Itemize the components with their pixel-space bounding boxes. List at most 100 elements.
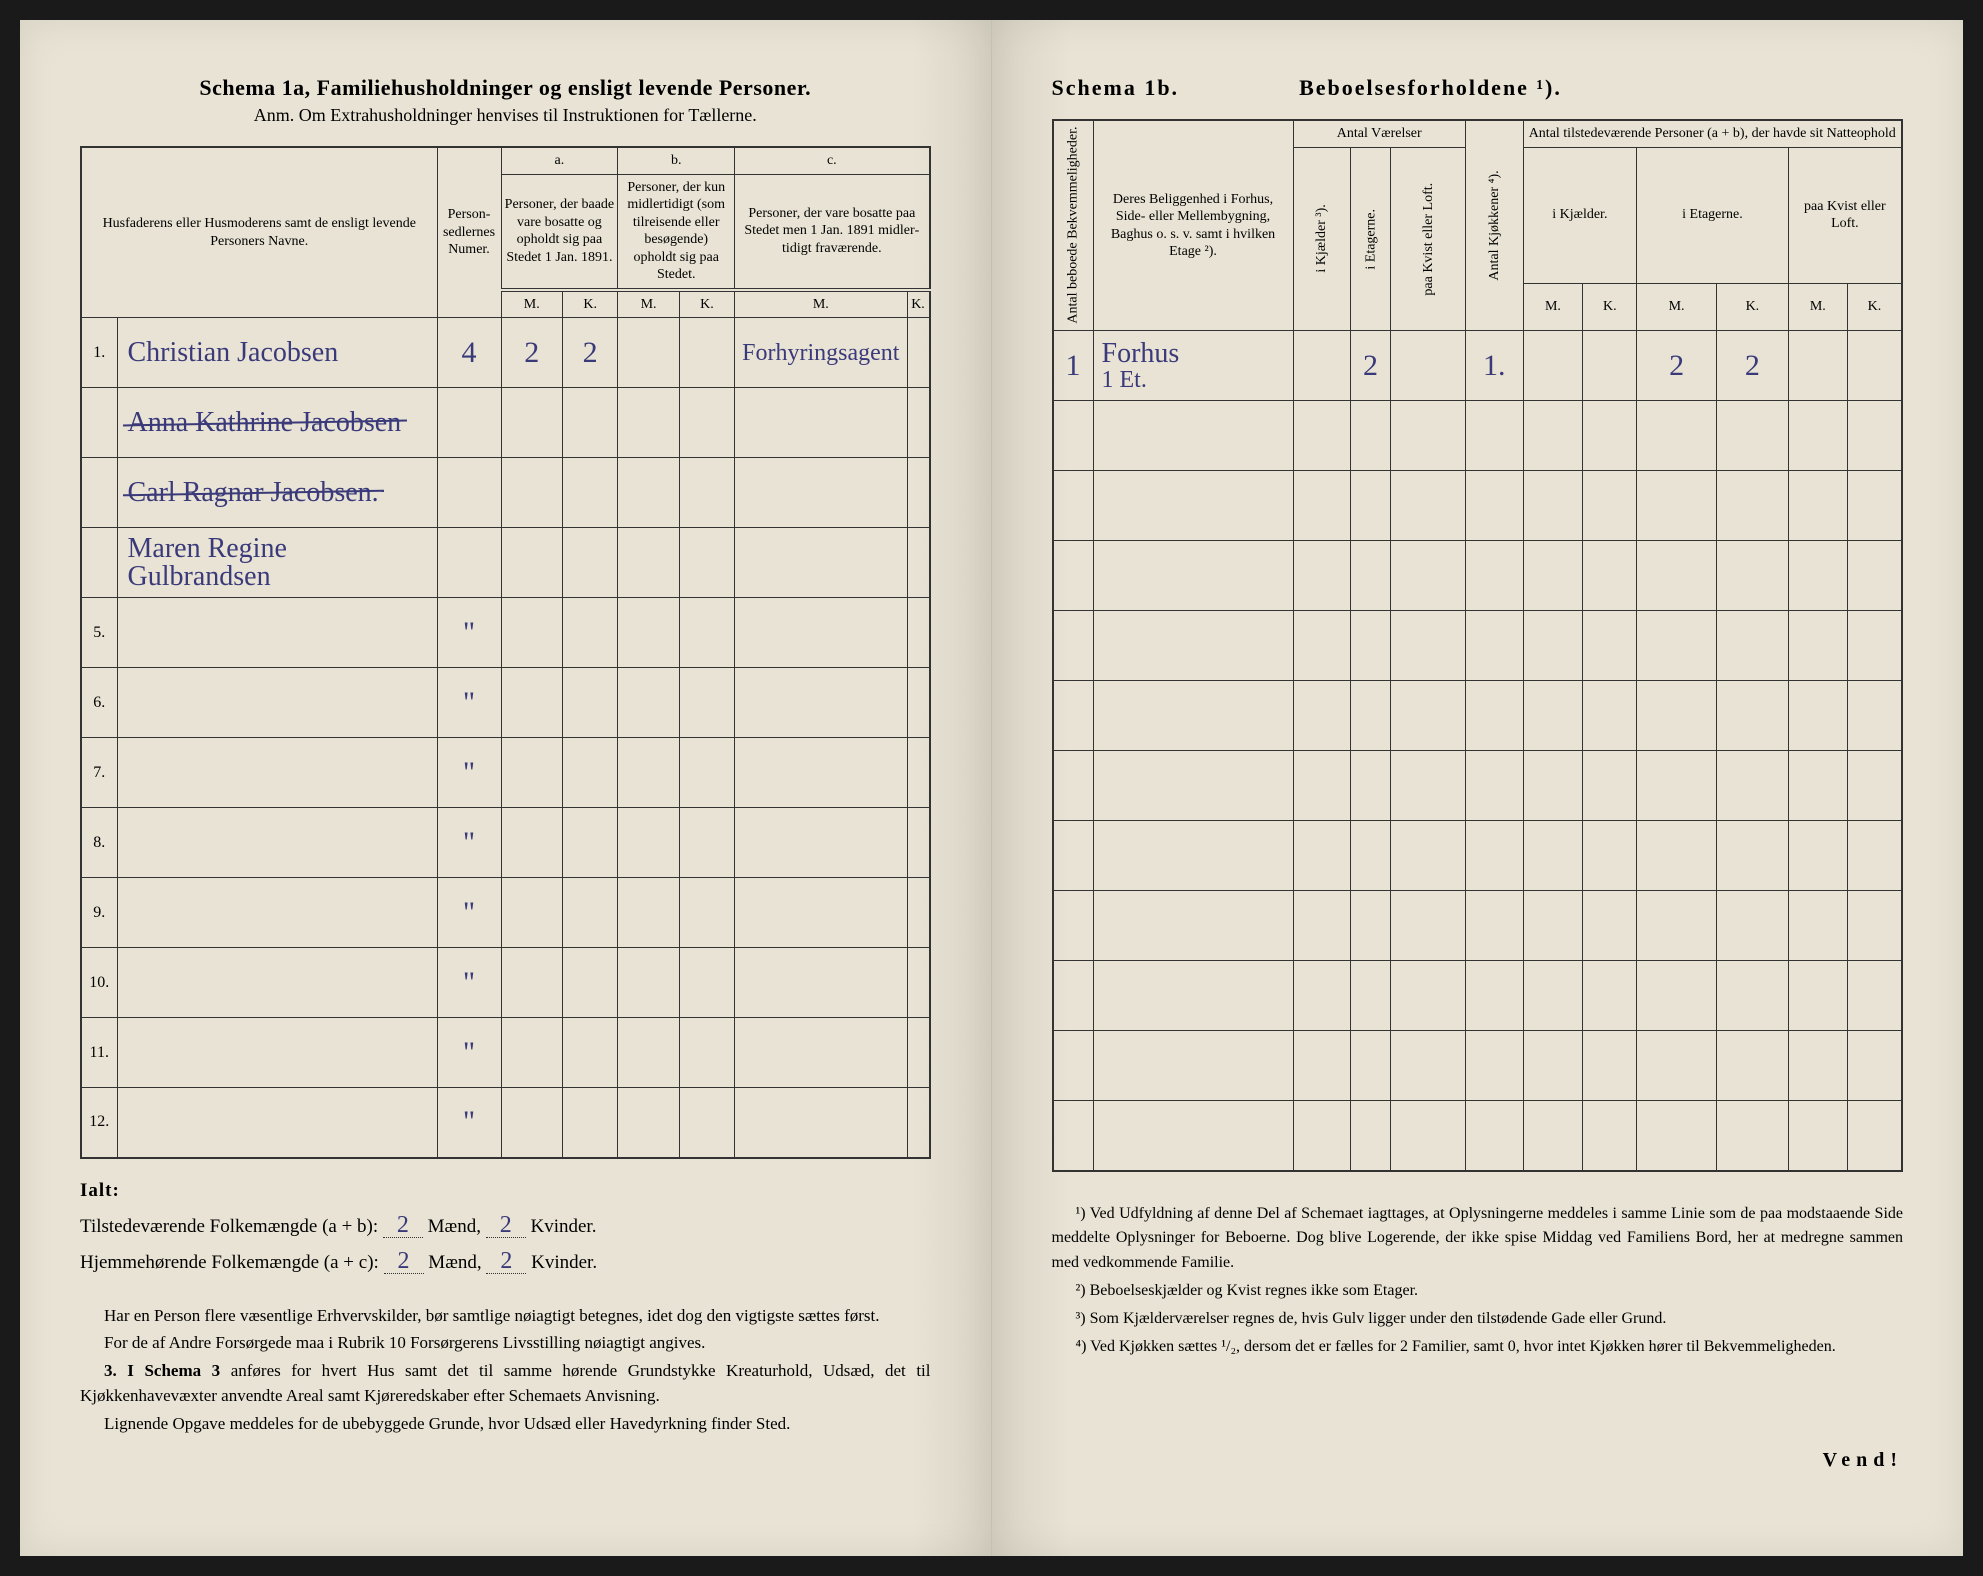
schema-1b-table: Antal beboede Bekvemmeligheder. Deres Be…	[1052, 119, 1904, 1172]
cell-bekv	[1053, 961, 1094, 1031]
table-row	[1053, 681, 1903, 751]
total-hjemme-line: Hjemmehørende Folkemængde (a + c): 2 Mæn…	[80, 1245, 931, 1281]
col-tilstede-personer: Antal tilstedeværende Personer (a + b), …	[1523, 120, 1902, 147]
cell-vaer-et	[1351, 1101, 1391, 1171]
cell-natt-kv-m	[1788, 1101, 1847, 1171]
cell-c-m	[735, 458, 907, 528]
cell-natt-kv-m	[1788, 401, 1847, 471]
personsedler-num: "	[437, 738, 501, 808]
person-name	[117, 808, 437, 878]
schema-1b-label: Schema 1b.	[1052, 75, 1180, 101]
table-row	[1053, 751, 1903, 821]
cell-vaer-et	[1351, 1031, 1391, 1101]
schema-1a-table: Husfaderens eller Husmode­rens samt de e…	[80, 146, 931, 1159]
cell-b-m	[618, 738, 680, 808]
table-row	[1053, 821, 1903, 891]
cell-b-k	[679, 948, 734, 1018]
table-row	[1053, 471, 1903, 541]
table-row	[1053, 611, 1903, 681]
schema-1a-subtitle: Anm. Om Extrahusholdninger henvises til …	[80, 105, 931, 126]
cell-b-k	[679, 738, 734, 808]
cell-c-k	[907, 808, 929, 878]
cell-vaer-kv	[1391, 681, 1466, 751]
cell-c-m	[735, 948, 907, 1018]
cell-natt-kj-m	[1523, 611, 1583, 681]
person-name: Maren Regine Gulbrandsen	[117, 528, 437, 598]
personsedler-num: "	[437, 948, 501, 1018]
cell-natt-kj-m	[1523, 1031, 1583, 1101]
cell-natt-et-k	[1717, 471, 1789, 541]
cell-natt-et-m	[1637, 961, 1717, 1031]
total-tilstede-line: Tilstedeværende Folkemængde (a + b): 2 M…	[80, 1209, 931, 1245]
row-number: 6.	[81, 668, 117, 738]
row-number: 1.	[81, 318, 117, 388]
cell-natt-et-k	[1717, 891, 1789, 961]
cell-b-k	[679, 1088, 734, 1158]
cell-b-k	[679, 668, 734, 738]
cell-natt-kj-m	[1523, 961, 1583, 1031]
cell-a-m: 2	[501, 318, 563, 388]
col-names: Husfaderens eller Husmode­rens samt de e…	[81, 147, 437, 318]
cell-natt-kv-m	[1788, 471, 1847, 541]
cell-a-k	[563, 948, 618, 1018]
cell-a-m	[501, 1088, 563, 1158]
cell-natt-kv-k	[1847, 821, 1902, 891]
cell-natt-kv-m	[1788, 891, 1847, 961]
schema-1a-title: Schema 1a, Familiehusholdninger og ensli…	[80, 75, 931, 101]
person-name	[117, 668, 437, 738]
cell-natt-kj-k	[1583, 961, 1637, 1031]
cell-a-k	[563, 878, 618, 948]
cell-natt-kj-k	[1583, 891, 1637, 961]
cell-natt-kv-k	[1847, 611, 1902, 681]
col-personsedler: Person­sedler­nes Numer.	[437, 147, 501, 318]
cell-b-m	[618, 948, 680, 1018]
row-number: 12.	[81, 1088, 117, 1158]
cell-natt-kv-k	[1847, 961, 1902, 1031]
personsedler-num: "	[437, 808, 501, 878]
cell-vaer-kj	[1293, 1031, 1351, 1101]
cell-bekv	[1053, 471, 1094, 541]
cell-natt-kj-m	[1523, 471, 1583, 541]
col-natt-kvist: paa Kvist eller Loft.	[1788, 147, 1902, 283]
col-c-k: K.	[907, 290, 929, 318]
ialt-label: Ialt:	[80, 1173, 140, 1209]
cell-vaer-et	[1351, 961, 1391, 1031]
footnotes: ¹) Ved Udfyldning af denne Del af Schema…	[1052, 1202, 1904, 1360]
cell-kjok	[1466, 1101, 1524, 1171]
cell-vaer-kv	[1391, 891, 1466, 961]
cell-c-k	[907, 388, 929, 458]
col-kv-m: M.	[1788, 283, 1847, 330]
cell-beliggenhed: Forhus1 Et.	[1093, 331, 1293, 401]
footnote-3: ³) Som Kjælderværelser regnes de, hvis G…	[1052, 1307, 1904, 1332]
row-number: 11.	[81, 1018, 117, 1088]
cell-b-m	[618, 668, 680, 738]
cell-c-m	[735, 878, 907, 948]
cell-b-m	[618, 458, 680, 528]
cell-natt-et-k	[1717, 821, 1789, 891]
cell-bekv	[1053, 681, 1094, 751]
cell-natt-kj-k	[1583, 681, 1637, 751]
cell-vaer-et	[1351, 751, 1391, 821]
cell-vaer-et	[1351, 471, 1391, 541]
table-row: Anna Kathrine Jacobsen	[81, 388, 930, 458]
cell-bekv	[1053, 541, 1094, 611]
cell-natt-kv-m	[1788, 821, 1847, 891]
table-row: 6. "	[81, 668, 930, 738]
cell-vaer-et	[1351, 821, 1391, 891]
cell-c-m	[735, 738, 907, 808]
personsedler-num: "	[437, 668, 501, 738]
cell-natt-kv-k	[1847, 751, 1902, 821]
cell-natt-et-k	[1717, 961, 1789, 1031]
table-row	[1053, 1031, 1903, 1101]
cell-vaer-kj	[1293, 681, 1351, 751]
cell-vaer-kj	[1293, 891, 1351, 961]
personsedler-num	[437, 458, 501, 528]
cell-natt-et-m	[1637, 751, 1717, 821]
totals-block: Ialt: Tilstedeværende Folkemængde (a + b…	[80, 1173, 931, 1281]
cell-vaer-kv	[1391, 821, 1466, 891]
cell-vaer-kj	[1293, 821, 1351, 891]
cell-vaer-kj	[1293, 1101, 1351, 1171]
cell-b-k	[679, 528, 734, 598]
cell-b-m	[618, 388, 680, 458]
table-row	[1053, 891, 1903, 961]
